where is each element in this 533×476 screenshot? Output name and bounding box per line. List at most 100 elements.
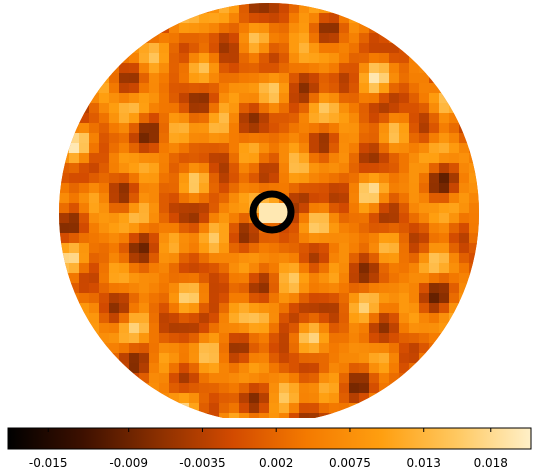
heatmap-cell (249, 3, 260, 14)
heatmap-cell (189, 363, 200, 374)
heatmap-cell (439, 173, 450, 184)
heatmap-cell (229, 133, 240, 144)
heatmap-cell (279, 253, 290, 264)
heatmap-cell (399, 363, 410, 374)
heatmap-cell (89, 133, 100, 144)
heatmap-cell (149, 233, 160, 244)
heatmap-cell (289, 323, 300, 334)
heatmap-cell (399, 143, 410, 154)
heatmap-cell (439, 123, 450, 134)
heatmap-cell (439, 323, 450, 334)
heatmap-cell (269, 283, 280, 294)
heatmap-cell (249, 53, 260, 64)
heatmap-cell (159, 373, 170, 384)
heatmap-cell (219, 183, 230, 194)
heatmap-cell (389, 323, 400, 334)
heatmap-cell (399, 83, 410, 94)
heatmap-cell (99, 183, 110, 194)
heatmap-cell (149, 393, 160, 404)
heatmap-cell (129, 63, 140, 74)
heatmap-cell (159, 353, 170, 364)
heatmap-cell (289, 233, 300, 244)
heatmap-cell (139, 343, 150, 354)
heatmap-cell (289, 203, 300, 214)
heatmap-cell (429, 213, 440, 224)
heatmap-cell (219, 13, 230, 24)
heatmap-cell (269, 53, 280, 64)
heatmap-cell (219, 383, 230, 394)
heatmap-cell (419, 193, 430, 204)
heatmap-cell (349, 323, 360, 334)
heatmap-cell (219, 213, 230, 224)
heatmap-cell (169, 283, 180, 294)
heatmap-cell (359, 43, 370, 54)
heatmap-cell (349, 123, 360, 134)
heatmap-cell (339, 393, 350, 404)
heatmap-cell (419, 183, 430, 194)
heatmap-cell (299, 143, 310, 154)
heatmap-cell (339, 273, 350, 284)
heatmap-cell (159, 163, 170, 174)
heatmap-cell (339, 123, 350, 134)
heatmap-cell (309, 343, 320, 354)
heatmap-cell (79, 93, 90, 104)
heatmap-cell (279, 333, 290, 344)
heatmap-cell (389, 93, 400, 104)
heatmap-cell (129, 253, 140, 264)
heatmap-cell (329, 123, 340, 134)
heatmap-cell (159, 343, 170, 354)
heatmap-cell (199, 173, 210, 184)
heatmap-cell (369, 113, 380, 124)
heatmap-cell (149, 373, 160, 384)
heatmap-cell (149, 173, 160, 184)
heatmap-cell (179, 373, 190, 384)
heatmap-cell (159, 243, 170, 254)
heatmap-cell (399, 93, 410, 104)
heatmap-cell (279, 163, 290, 174)
heatmap-cell (409, 333, 420, 344)
heatmap-cell (189, 213, 200, 224)
heatmap-cell (359, 113, 370, 124)
heatmap-cell (229, 263, 240, 274)
heatmap-cell (289, 403, 300, 414)
heatmap-cell (209, 133, 220, 144)
heatmap-cell (199, 73, 210, 84)
heatmap-cell (219, 63, 230, 74)
heatmap-cell (159, 173, 170, 184)
heatmap-cell (449, 263, 460, 274)
heatmap-cell (179, 13, 190, 24)
heatmap-cell (369, 163, 380, 174)
heatmap-cell (209, 33, 220, 44)
heatmap-cell (419, 243, 430, 254)
heatmap-cell (169, 53, 180, 64)
heatmap-cell (469, 213, 479, 224)
heatmap-cell (329, 393, 340, 404)
heatmap-cell (319, 243, 330, 254)
heatmap-cell (399, 73, 410, 84)
heatmap-cell (289, 73, 300, 84)
heatmap-cell (349, 213, 360, 224)
heatmap-cell (419, 303, 430, 314)
heatmap-cell (239, 233, 250, 244)
heatmap-cell (119, 373, 130, 384)
heatmap-cell (299, 163, 310, 174)
heatmap-cell (209, 113, 220, 124)
heatmap-cell (259, 333, 270, 344)
heatmap-cell (209, 163, 220, 174)
heatmap-cell (249, 293, 260, 304)
heatmap-cell (109, 103, 120, 114)
heatmap-cell (439, 273, 450, 284)
heatmap-cell (109, 253, 120, 264)
heatmap-cell (379, 123, 390, 134)
heatmap-cell (399, 193, 410, 204)
heatmap-cell (399, 273, 410, 284)
heatmap-cell (269, 403, 280, 414)
heatmap-cell (109, 93, 120, 104)
heatmap-cell (389, 143, 400, 154)
heatmap-cell (399, 113, 410, 124)
heatmap-cell (169, 23, 180, 34)
heatmap-cell (289, 193, 300, 204)
heatmap-cell (369, 193, 380, 204)
heatmap-cell (329, 143, 340, 154)
heatmap-cell (279, 273, 290, 284)
